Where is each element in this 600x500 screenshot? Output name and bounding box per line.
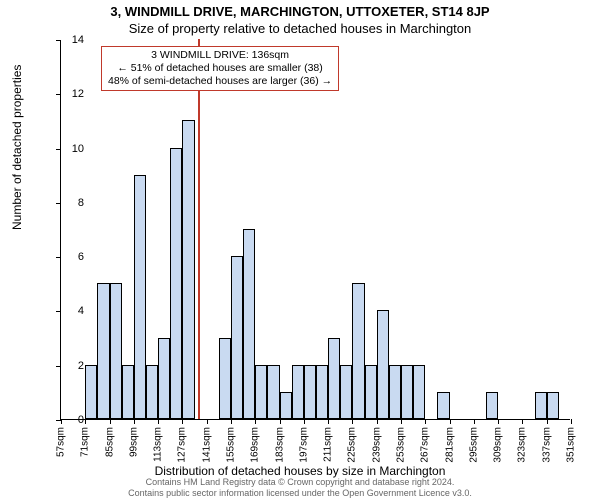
annotation-line: ← 51% of detached houses are smaller (38… <box>108 62 332 75</box>
histogram-bar <box>365 365 377 419</box>
x-tick-label: 141sqm <box>201 427 212 463</box>
histogram-bar <box>486 392 498 419</box>
page-title: 3, WINDMILL DRIVE, MARCHINGTON, UTTOXETE… <box>0 4 600 19</box>
y-tick-label: 10 <box>60 143 84 155</box>
histogram-bar <box>97 283 109 419</box>
x-axis-label: Distribution of detached houses by size … <box>0 464 600 478</box>
histogram-bar <box>110 283 122 419</box>
histogram-bar <box>122 365 134 419</box>
x-tick-label: 253sqm <box>396 427 407 463</box>
histogram-bar <box>389 365 401 419</box>
x-tick-label: 127sqm <box>177 427 188 463</box>
y-axis-label: Number of detached properties <box>10 65 24 230</box>
histogram-bar <box>134 175 146 419</box>
x-tick-label: 113sqm <box>153 427 164 462</box>
histogram-bar <box>219 338 231 419</box>
histogram-bar <box>535 392 547 419</box>
histogram-bar <box>182 120 194 419</box>
histogram-bar <box>437 392 449 419</box>
histogram-bar <box>352 283 364 419</box>
x-tick-label: 337sqm <box>541 427 552 463</box>
x-tick-label: 99sqm <box>128 427 139 457</box>
y-tick-label: 4 <box>60 305 84 317</box>
x-tick-label: 239sqm <box>371 427 382 463</box>
x-tick-label: 85sqm <box>104 427 115 457</box>
histogram-bar <box>547 392 559 419</box>
x-tick-label: 155sqm <box>226 427 237 463</box>
histogram-bar <box>340 365 352 419</box>
x-tick-label: 211sqm <box>323 427 334 462</box>
histogram-bar <box>280 392 292 419</box>
chart-subtitle: Size of property relative to detached ho… <box>0 21 600 36</box>
histogram-bar <box>316 365 328 419</box>
property-marker-line <box>198 39 200 419</box>
y-tick-label: 0 <box>60 414 84 426</box>
histogram-bar <box>267 365 279 419</box>
histogram-bar <box>413 365 425 419</box>
x-tick-label: 267sqm <box>420 427 431 463</box>
footer-line: Contains HM Land Registry data © Crown c… <box>0 477 600 487</box>
histogram-bar <box>401 365 413 419</box>
x-tick-label: 57sqm <box>56 427 67 457</box>
x-tick-label: 281sqm <box>444 427 455 463</box>
footer-line: Contains public sector information licen… <box>0 488 600 498</box>
histogram-bar <box>255 365 267 419</box>
histogram-bar <box>231 256 243 419</box>
y-tick-label: 2 <box>60 360 84 372</box>
attribution-footer: Contains HM Land Registry data © Crown c… <box>0 477 600 498</box>
histogram-bar <box>243 229 255 419</box>
histogram-bar <box>304 365 316 419</box>
annotation-line: 3 WINDMILL DRIVE: 136sqm <box>108 49 332 62</box>
x-tick-label: 183sqm <box>274 427 285 463</box>
x-tick-label: 71sqm <box>80 427 91 457</box>
x-tick-label: 295sqm <box>468 427 479 463</box>
x-tick-label: 225sqm <box>347 427 358 463</box>
histogram-bar <box>292 365 304 419</box>
x-tick-label: 323sqm <box>517 427 528 463</box>
histogram-bar <box>146 365 158 419</box>
histogram-bar <box>158 338 170 419</box>
x-tick-label: 197sqm <box>298 427 309 463</box>
histogram-chart: 57sqm71sqm85sqm99sqm113sqm127sqm141sqm15… <box>60 40 570 420</box>
histogram-bar <box>377 310 389 419</box>
x-tick-label: 309sqm <box>493 427 504 463</box>
y-tick-label: 12 <box>60 88 84 100</box>
x-tick-label: 351sqm <box>566 427 577 463</box>
y-tick-label: 14 <box>60 34 84 46</box>
histogram-bar <box>328 338 340 419</box>
histogram-bar <box>170 148 182 419</box>
y-tick-label: 6 <box>60 251 84 263</box>
property-annotation: 3 WINDMILL DRIVE: 136sqm← 51% of detache… <box>101 46 339 91</box>
x-tick-label: 169sqm <box>250 427 261 463</box>
y-tick-label: 8 <box>60 197 84 209</box>
histogram-bar <box>85 365 97 419</box>
annotation-line: 48% of semi-detached houses are larger (… <box>108 75 332 88</box>
